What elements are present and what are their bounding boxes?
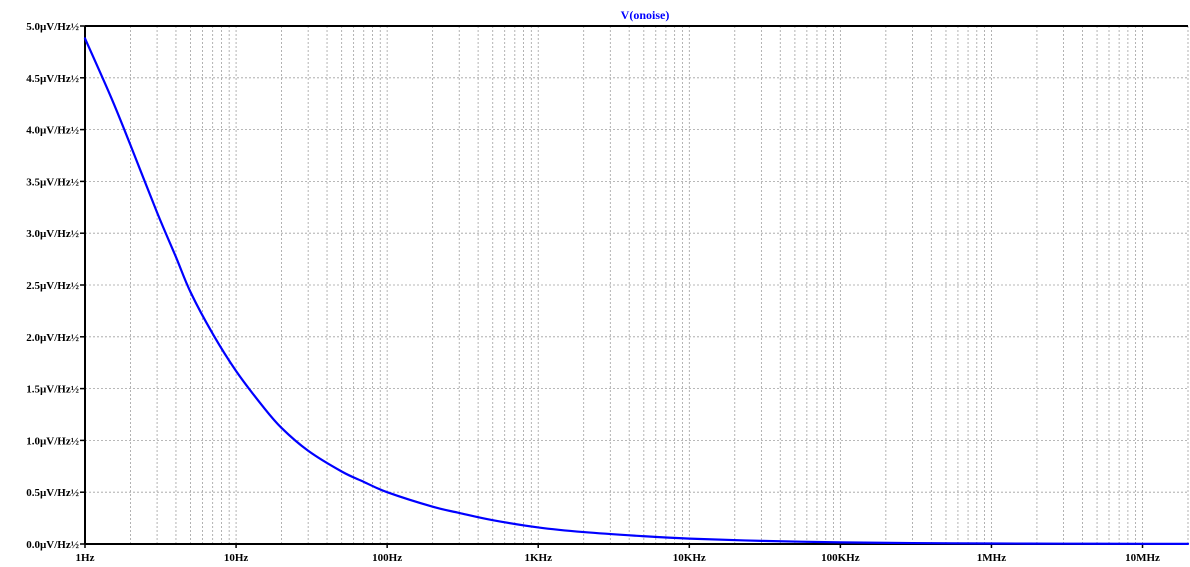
y-tick-label: 5.0µV/Hz½	[26, 21, 79, 33]
y-tick-label: 0.5µV/Hz½	[26, 487, 79, 499]
trace-layer	[83, 37, 1190, 545]
x-tick-label: 10MHz	[1125, 552, 1160, 564]
y-tick-labels: 0.0µV/Hz½ 0.5µV/Hz½ 1.0µV/Hz½ 1.5µV/Hz½ 2.0µ…	[26, 21, 79, 551]
x-tick-label: 100Hz	[372, 552, 402, 564]
x-tick-label: 1Hz	[76, 552, 95, 564]
y-tick-label: 2.0µV/Hz½	[26, 332, 79, 344]
y-tick-label: 4.5µV/Hz½	[26, 73, 79, 85]
x-tick-labels: 1Hz 10Hz 100Hz 1KHz 10KHz 100KHz 1MHz 10MHz	[76, 552, 1161, 564]
y-tick-label: 4.0µV/Hz½	[26, 125, 79, 137]
x-tick-label: 1KHz	[524, 552, 552, 564]
series-line-onoise	[83, 37, 1190, 545]
y-tick-label: 1.5µV/Hz½	[26, 384, 79, 396]
y-tick-label: 2.5µV/Hz½	[26, 280, 79, 292]
x-tick-label: 1MHz	[977, 552, 1006, 564]
x-tick-label: 10Hz	[224, 552, 249, 564]
trace-title[interactable]: V(onoise)	[621, 8, 670, 22]
y-tick-label: 0.0µV/Hz½	[26, 539, 79, 551]
y-tick-label: 1.0µV/Hz½	[26, 435, 79, 447]
x-tick-label: 10KHz	[673, 552, 706, 564]
y-tick-label: 3.5µV/Hz½	[26, 176, 79, 188]
x-tick-label: 100KHz	[821, 552, 860, 564]
y-tick-label: 3.0µV/Hz½	[26, 228, 79, 240]
